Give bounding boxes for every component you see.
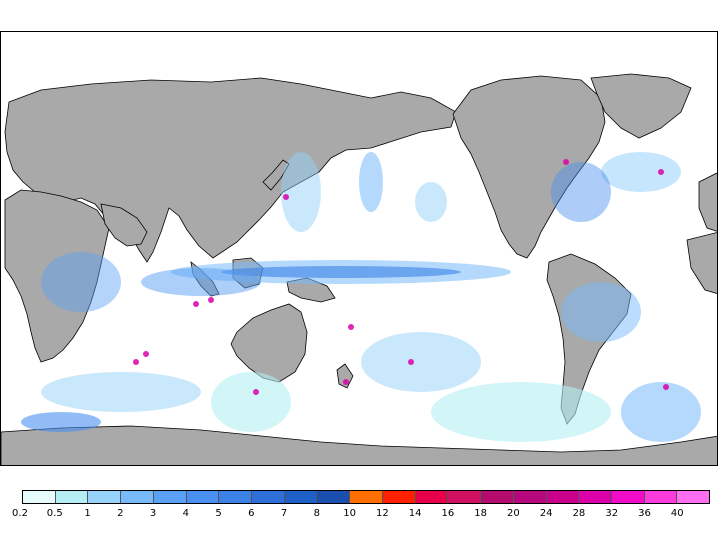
legend-tick-label: 24 bbox=[539, 508, 553, 519]
precip-hotspot bbox=[658, 169, 664, 175]
precip-hotspot bbox=[283, 194, 289, 200]
legend-swatch bbox=[448, 491, 482, 503]
legend-tick-label: 4 bbox=[182, 508, 189, 519]
legend-tick-label: 10 bbox=[343, 508, 356, 519]
legend-swatch bbox=[219, 491, 253, 503]
precip-band bbox=[141, 268, 261, 296]
precip-band bbox=[281, 152, 321, 232]
greenland-landmass bbox=[590, 73, 692, 139]
legend-tick-label: 16 bbox=[441, 508, 455, 519]
precip-band bbox=[221, 266, 461, 278]
precip-band bbox=[621, 382, 701, 442]
legend-swatch bbox=[611, 491, 645, 503]
precip-hotspot bbox=[193, 301, 199, 307]
antarctica-landmass bbox=[1, 425, 717, 465]
legend-swatch bbox=[415, 491, 449, 503]
legend-swatch bbox=[55, 491, 89, 503]
legend-swatch bbox=[481, 491, 514, 503]
north-america-landmass bbox=[452, 75, 606, 259]
precip-hotspot bbox=[133, 359, 139, 365]
precip-hotspot bbox=[348, 324, 354, 330]
precip-band bbox=[359, 152, 383, 212]
legend-swatch bbox=[186, 491, 220, 503]
precip-hotspot bbox=[253, 389, 259, 395]
legend-tick-label: 2 bbox=[117, 508, 124, 519]
legend-tick-label: 5 bbox=[215, 508, 222, 519]
precip-band bbox=[21, 412, 101, 432]
legend-tick-label: 12 bbox=[376, 508, 389, 519]
east-edge-africa bbox=[686, 232, 717, 294]
legend-tick-label: 7 bbox=[280, 508, 288, 519]
legend-tick-label: 20 bbox=[507, 508, 520, 519]
legend-tick-label: 1 bbox=[84, 508, 91, 519]
legend-tick-label: 36 bbox=[638, 508, 651, 519]
precip-hotspot bbox=[143, 351, 149, 357]
precip-hotspot bbox=[343, 379, 349, 385]
precipitation-overlay bbox=[21, 152, 701, 442]
legend-swatch bbox=[252, 491, 285, 503]
legend-tick-label: 3 bbox=[149, 508, 157, 519]
africa-landmass bbox=[4, 189, 110, 363]
precip-band bbox=[41, 372, 201, 412]
precip-band bbox=[361, 332, 481, 392]
precip-hotspot bbox=[663, 384, 669, 390]
australia-landmass bbox=[230, 303, 308, 383]
legend-swatch bbox=[317, 491, 351, 503]
legend-swatch bbox=[382, 491, 416, 503]
east-edge-landmass bbox=[698, 172, 717, 232]
precipitation-map bbox=[0, 31, 718, 466]
legend-tick-label: 0.2 bbox=[12, 508, 28, 519]
precip-band bbox=[41, 252, 121, 312]
legend-tick-label: 40 bbox=[670, 508, 684, 519]
legend-swatch bbox=[644, 491, 678, 503]
legend-tick-label: 0.5 bbox=[46, 508, 63, 519]
legend-tick-label: 32 bbox=[605, 508, 619, 519]
precip-band bbox=[431, 382, 611, 442]
legend-tick-label: 8 bbox=[313, 508, 321, 519]
precip-hotspot bbox=[208, 297, 214, 303]
legend-tick-label: 28 bbox=[572, 508, 586, 519]
legend-swatch bbox=[350, 491, 383, 503]
legend-swatch bbox=[153, 491, 187, 503]
legend-swatch bbox=[677, 491, 710, 503]
legend-swatch bbox=[23, 491, 56, 503]
legend-tick-label: 18 bbox=[474, 508, 488, 519]
legend-tick-label: 6 bbox=[248, 508, 255, 519]
legend-swatch bbox=[88, 491, 122, 503]
legend-swatch bbox=[513, 491, 547, 503]
precip-hotspot bbox=[408, 359, 414, 365]
precip-band bbox=[561, 282, 641, 342]
legend-swatch bbox=[121, 491, 154, 503]
world-map-svg bbox=[1, 73, 717, 465]
color-legend-labels: 0.2 0.5 1 2 3 4 5 6 7 8 10 12 14 16 18 20 24 28 32 36 40 bbox=[0, 508, 720, 522]
legend-swatch bbox=[284, 491, 318, 503]
precip-band bbox=[211, 372, 291, 432]
precip-band bbox=[415, 182, 447, 222]
arabia-landmass bbox=[100, 203, 148, 247]
color-legend-bar bbox=[22, 490, 710, 504]
precip-band bbox=[601, 152, 681, 192]
precip-band bbox=[551, 162, 611, 222]
legend-tick-label: 14 bbox=[408, 508, 422, 519]
legend-swatch bbox=[579, 491, 612, 503]
precip-hotspot bbox=[563, 159, 569, 165]
legend-swatch bbox=[546, 491, 580, 503]
